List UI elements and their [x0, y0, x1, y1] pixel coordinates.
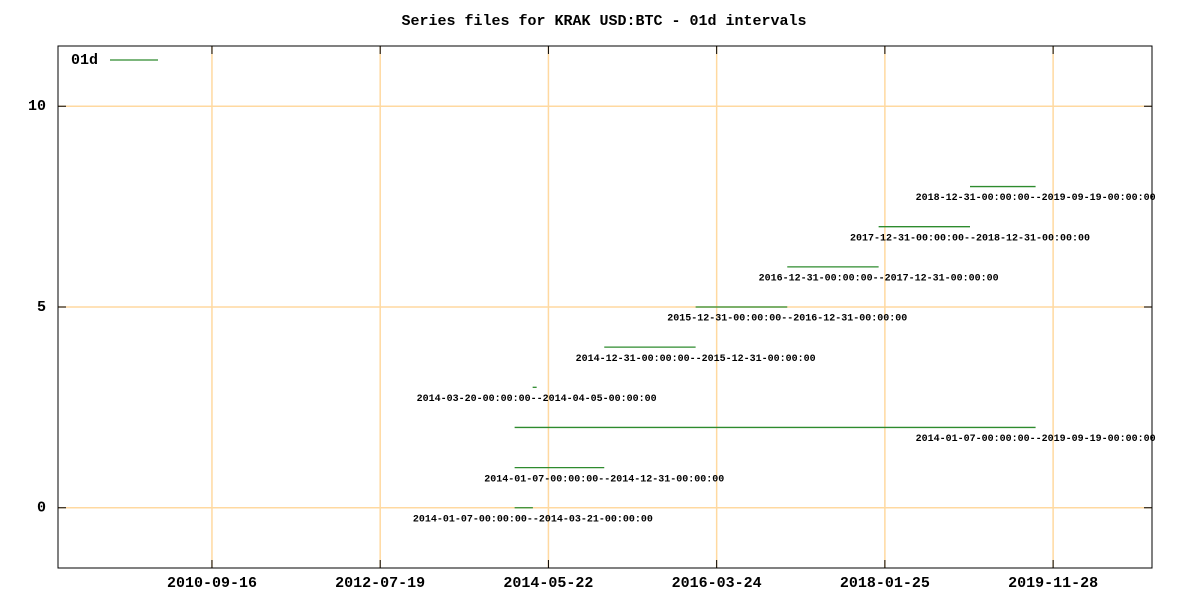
- segment-label: 2016-12-31-00:00:00--2017-12-31-00:00:00: [759, 273, 999, 284]
- chart-title: Series files for KRAK USD:BTC - 01d inte…: [401, 13, 806, 30]
- x-tick-label: 2016-03-24: [672, 575, 762, 592]
- segment-label: 2015-12-31-00:00:00--2016-12-31-00:00:00: [667, 314, 907, 325]
- plot-frame: [57, 45, 1153, 569]
- y-tick-label: 5: [37, 299, 46, 316]
- segment-label: 2014-12-31-00:00:00--2015-12-31-00:00:00: [576, 354, 816, 365]
- segment-label: 2014-01-07-00:00:00--2014-03-21-00:00:00: [413, 514, 653, 525]
- x-tick-label: 2018-01-25: [840, 575, 930, 592]
- x-tick-label: 2010-09-16: [167, 575, 257, 592]
- y-tick-label: 10: [28, 98, 46, 115]
- y-tick-label: 0: [37, 500, 46, 517]
- segment-label: 2018-12-31-00:00:00--2019-09-19-00:00:00: [916, 193, 1156, 204]
- x-tick-label: 2019-11-28: [1008, 575, 1098, 592]
- segment-label: 2014-03-20-00:00:00--2014-04-05-00:00:00: [417, 394, 657, 405]
- segment-label: 2014-01-07-00:00:00--2019-09-19-00:00:00: [916, 434, 1156, 445]
- x-tick-label: 2012-07-19: [335, 575, 425, 592]
- x-tick-label: 2014-05-22: [503, 575, 593, 592]
- segment-label: 2014-01-07-00:00:00--2014-12-31-00:00:00: [484, 474, 724, 485]
- segment-label: 2017-12-31-00:00:00--2018-12-31-00:00:00: [850, 233, 1090, 244]
- legend-label: 01d: [71, 52, 98, 69]
